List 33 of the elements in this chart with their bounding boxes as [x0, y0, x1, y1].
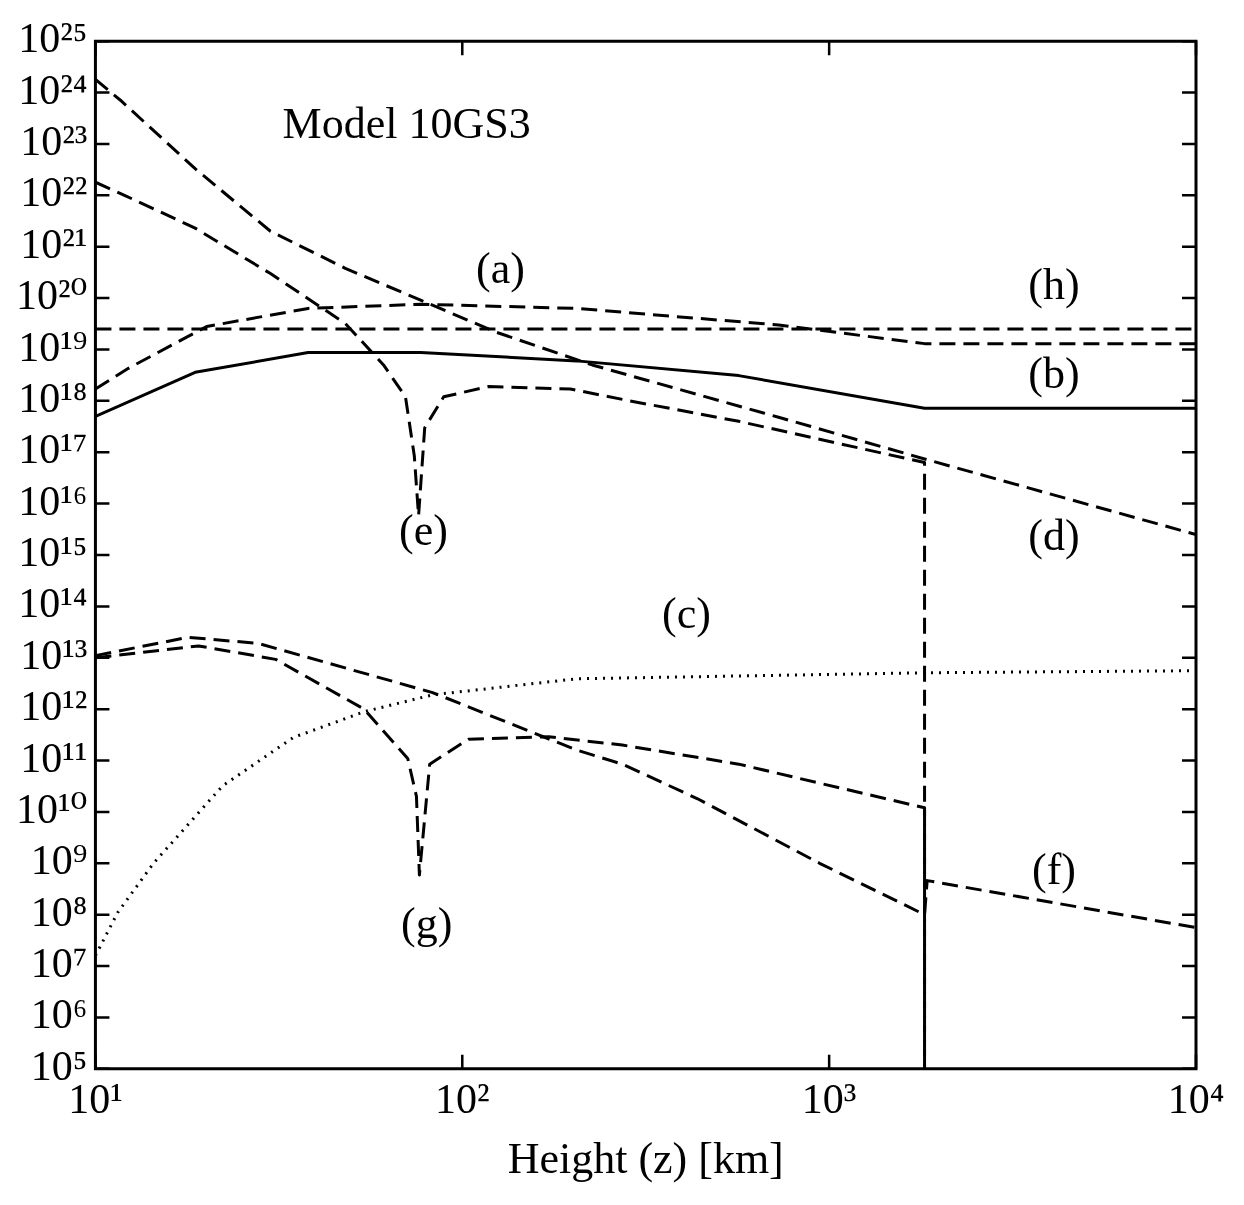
- y-tick-label: 10⁸: [30, 888, 88, 935]
- y-tick-label: 10⁷: [30, 940, 88, 987]
- y-tick-label: 10¹⁸: [18, 374, 88, 421]
- x-tick-label: 10⁴: [1167, 1076, 1225, 1123]
- y-tick-label: 10¹¹: [20, 734, 88, 781]
- annotation: (f): [1032, 845, 1077, 895]
- y-tick-label: 10¹⁰: [15, 785, 88, 832]
- annotation: Model 10GS3: [282, 99, 531, 149]
- annotation: (h): [1028, 260, 1080, 310]
- x-axis-title: Height (z) [km]: [507, 1134, 784, 1184]
- annotation: (c): [662, 589, 711, 639]
- y-tick-label: 10¹³: [20, 631, 88, 678]
- annotation: (e): [398, 505, 448, 555]
- y-tick-label: 10²⁴: [18, 66, 88, 113]
- y-tick-label: 10⁶: [30, 991, 88, 1038]
- x-tick-label: 10³: [801, 1076, 857, 1123]
- y-tick-label: 10¹⁶: [18, 477, 88, 524]
- x-tick-label: 10²: [434, 1076, 490, 1123]
- y-tick-label: 10¹⁹: [18, 323, 88, 370]
- annotation: (d): [1028, 511, 1080, 561]
- y-tick-label: 10²⁰: [15, 272, 88, 319]
- y-tick-label: 10¹⁴: [18, 580, 88, 627]
- y-tick-label: 10¹⁷: [18, 426, 88, 473]
- y-tick-label: 10²⁵: [18, 15, 88, 62]
- y-tick-label: 10⁹: [30, 837, 88, 884]
- y-tick-label: 10²³: [20, 117, 88, 164]
- y-tick-label: 10¹²: [20, 683, 88, 730]
- y-tick-label: 10²²: [20, 169, 88, 216]
- y-tick-label: 10²¹: [20, 220, 88, 267]
- y-tick-label: 10¹⁵: [18, 529, 88, 576]
- annotation: (g): [401, 898, 453, 948]
- annotation: (a): [476, 243, 525, 293]
- annotation: (b): [1028, 348, 1080, 398]
